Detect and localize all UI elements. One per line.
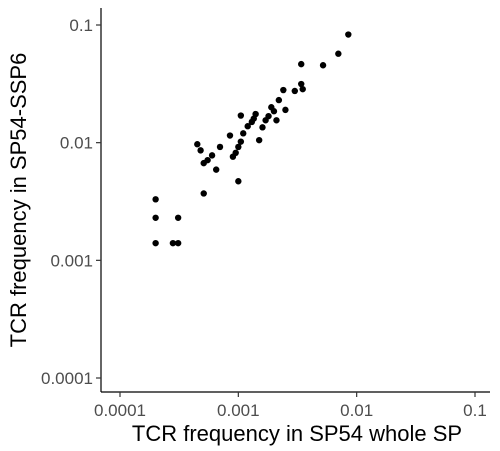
data-point: [216, 143, 224, 151]
data-point: [200, 190, 207, 197]
data-point: [212, 166, 220, 173]
data-point: [244, 123, 251, 130]
data-point: [226, 132, 234, 139]
data-point: [152, 239, 159, 247]
data-point: [282, 106, 289, 114]
data-point: [255, 136, 263, 144]
data-point: [273, 117, 280, 124]
data-point: [280, 86, 287, 94]
x-tick-label: 0.1: [463, 401, 487, 420]
x-tick-label: 0.01: [340, 401, 373, 420]
y-tick-label: 0.01: [60, 134, 93, 153]
y-tick-label: 0.1: [69, 16, 93, 35]
data-point: [335, 50, 342, 57]
data-point: [319, 62, 327, 69]
data-point: [194, 141, 201, 148]
data-point: [174, 239, 182, 247]
data-point: [204, 156, 211, 164]
x-tick-label: 0.0001: [94, 401, 146, 420]
y-tick-label: 0.001: [50, 251, 93, 270]
data-point: [152, 196, 159, 203]
data-point: [197, 147, 204, 154]
data-point: [298, 80, 305, 88]
data-point: [291, 87, 298, 95]
y-axis-title: TCR frequency in SP54-SSP6: [6, 53, 31, 348]
data-point: [235, 178, 242, 185]
data-point: [298, 60, 305, 68]
data-point: [237, 112, 245, 119]
data-point: [169, 239, 177, 247]
data-point: [252, 110, 259, 118]
data-point: [275, 96, 283, 104]
x-axis-ticks: 0.0001 0.001 0.01 0.1: [94, 392, 487, 420]
data-point: [232, 149, 239, 157]
data-point: [265, 112, 272, 120]
x-tick-label: 0.001: [217, 401, 260, 420]
data-point: [299, 85, 306, 93]
data-point: [270, 108, 278, 115]
data-point: [345, 31, 352, 38]
data-point: [259, 124, 266, 131]
data-point: [208, 152, 216, 159]
points-layer: [152, 31, 352, 247]
x-axis-title: TCR frequency in SP54 whole SP: [132, 421, 462, 446]
data-point: [237, 138, 245, 145]
data-point: [174, 214, 182, 221]
y-axis-ticks: 0.0001 0.001 0.01 0.1: [41, 16, 101, 388]
data-point: [235, 143, 242, 151]
data-point: [152, 214, 159, 221]
y-tick-label: 0.0001: [41, 369, 93, 388]
data-point: [240, 130, 247, 137]
